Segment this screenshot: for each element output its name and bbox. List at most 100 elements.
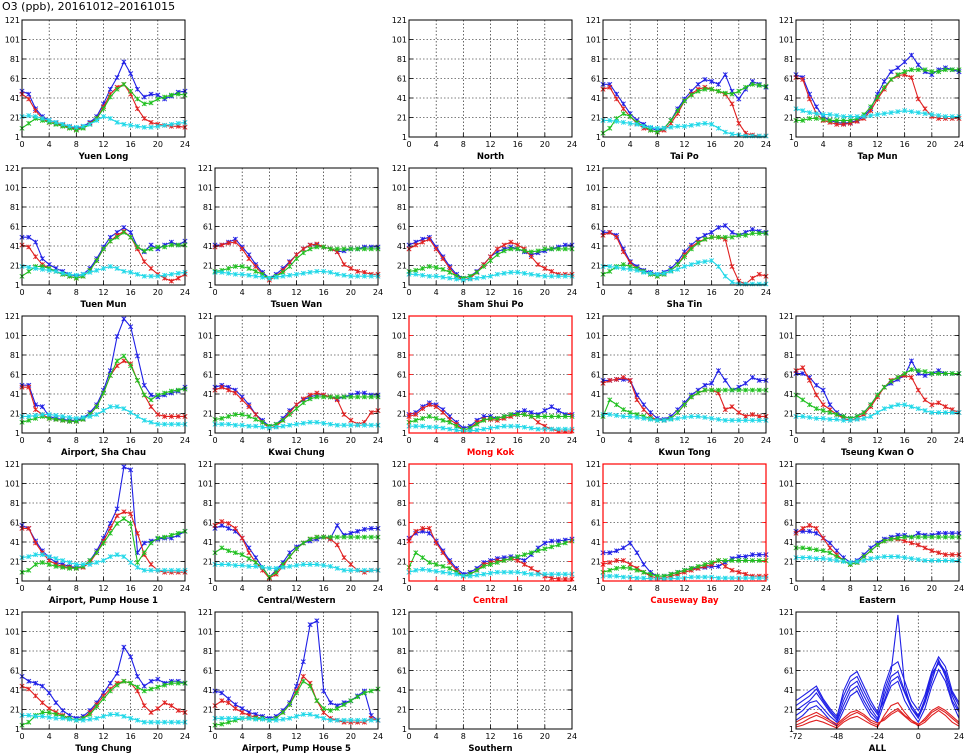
data-point-red [508,239,514,245]
data-point-blue [888,69,894,75]
data-point-red [33,693,39,699]
data-point-blue [895,65,901,71]
data-point-cyan [420,272,426,278]
data-point-green [293,256,300,262]
y-tick-label: 101 [198,480,213,489]
data-point-cyan [355,717,361,723]
data-point-cyan [936,558,942,564]
x-tick-label: 12 [485,584,495,593]
y-tick-label: 81 [203,203,213,212]
data-point-green [226,265,232,271]
data-point-green [273,569,279,575]
data-point-red [528,565,534,571]
data-point-cyan [355,273,361,279]
x-tick-label: 16 [126,288,136,297]
data-point-cyan [368,422,374,428]
data-point-red [607,377,613,383]
data-point-red [361,269,367,275]
data-point-blue [800,371,806,377]
data-point-cyan [454,427,460,433]
data-point-green [94,704,100,710]
data-point-blue [936,530,942,536]
x-tick-label: 0 [793,436,798,445]
chart-title: Airport, Sha Chau [61,448,146,458]
data-point-red [348,561,354,567]
data-point-cyan [348,273,354,279]
data-point-cyan [841,114,847,120]
x-tick-label: 16 [126,140,136,149]
y-tick-label: 21 [591,410,601,419]
x-tick-label: 4 [434,732,439,741]
data-point-cyan [226,715,232,721]
data-point-green [26,719,32,725]
y-tick-label: 1 [789,725,794,734]
data-point-red [107,525,113,531]
data-point-cyan [239,271,245,277]
data-point-cyan [508,569,514,575]
data-point-cyan [648,270,654,276]
data-point-cyan [314,561,320,567]
data-point-red [800,76,806,82]
data-point-blue [834,548,840,554]
data-point-cyan [454,276,460,282]
data-point-cyan [148,719,154,725]
y-tick-label: 21 [10,262,20,271]
data-point-blue [141,94,147,100]
data-point-green [743,84,749,90]
data-point-green [902,69,908,75]
data-point-cyan [494,569,500,575]
data-point-cyan [175,120,181,126]
data-point-cyan [827,557,833,563]
data-point-green [888,378,894,384]
data-point-cyan [134,271,140,277]
data-point-cyan [627,266,633,272]
x-tick-label: 20 [734,584,744,593]
data-point-red [226,520,232,526]
data-point-green [314,698,320,704]
data-point-red [922,545,928,551]
y-tick-label: 21 [10,114,20,123]
data-point-green [420,415,426,421]
data-point-green [820,408,826,414]
x-tick-label: 0 [600,288,605,297]
data-point-cyan [175,567,181,573]
y-tick-label: 21 [784,114,794,123]
data-point-green [334,246,340,252]
x-tick-label: 20 [540,288,550,297]
data-point-blue [634,550,640,556]
data-point-green [300,250,306,256]
data-point-green [641,569,647,575]
data-point-green [148,540,154,546]
x-tick-label: -72 [789,732,802,741]
x-tick-label: 8 [848,436,853,445]
data-point-green [162,94,168,100]
x-tick-label: 8 [461,732,466,741]
x-tick-label: 8 [74,288,79,297]
y-tick-label: 101 [5,184,20,193]
data-point-cyan [260,716,266,722]
y-tick-label: 21 [10,410,20,419]
x-tick-label: 16 [707,436,717,445]
chart-title: Kwai Chung [268,448,325,458]
data-point-blue [908,52,914,58]
data-point-cyan [334,271,340,277]
y-tick-label: 41 [784,390,794,399]
y-tick-label: 101 [198,332,213,341]
data-point-red [614,96,620,102]
data-point-green [321,394,327,400]
data-point-green [39,709,45,715]
data-point-cyan [681,263,688,269]
data-point-blue [715,224,721,230]
x-tick-label: 20 [927,140,937,149]
x-tick-label: 16 [319,288,329,297]
x-tick-label: 0 [600,584,605,593]
data-point-blue [141,683,147,689]
data-point-red [232,239,238,245]
y-tick-label: 121 [198,608,213,617]
data-point-cyan [515,569,521,575]
data-point-cyan [280,273,286,279]
data-point-red [641,407,647,413]
data-point-cyan [433,273,439,279]
y-tick-label: 41 [10,538,20,547]
